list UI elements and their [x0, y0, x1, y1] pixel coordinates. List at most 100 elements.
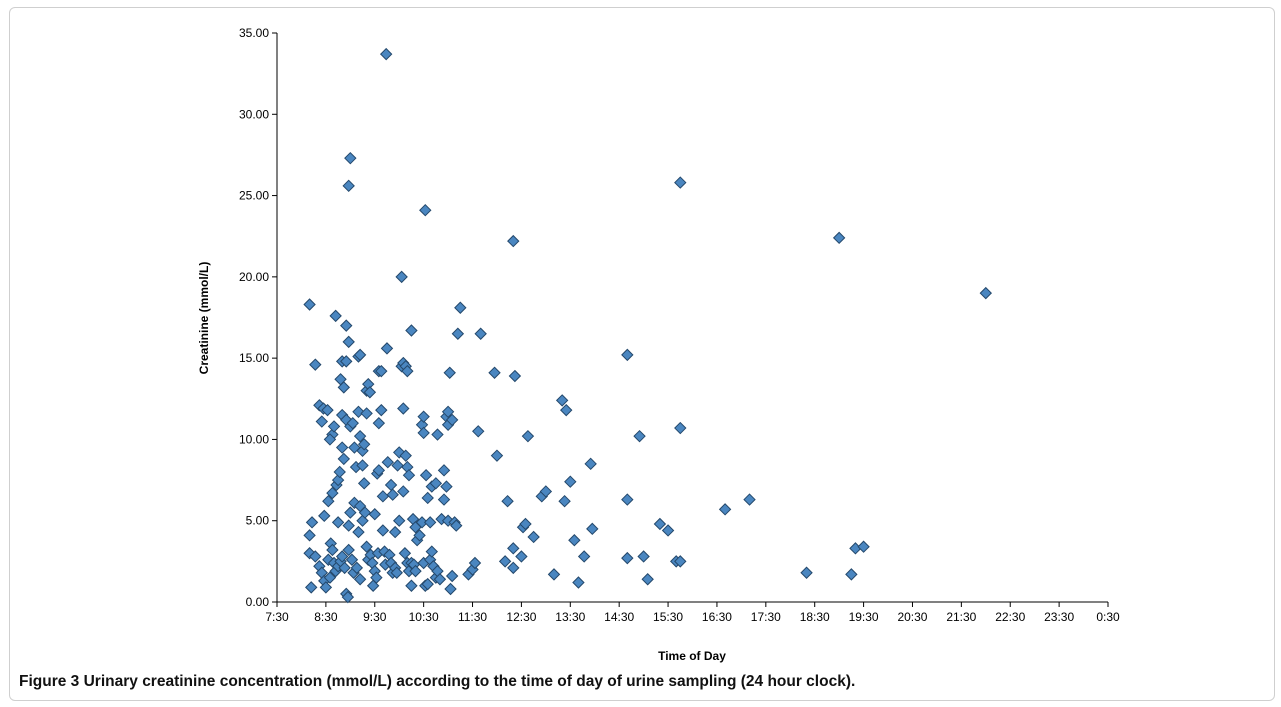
- data-point: [340, 319, 353, 332]
- data-point: [508, 369, 522, 383]
- data-point: [437, 493, 451, 506]
- data-point: [384, 478, 398, 492]
- data-point: [398, 547, 412, 560]
- data-point: [344, 506, 357, 519]
- data-point: [360, 407, 373, 420]
- data-point: [444, 582, 457, 596]
- data-point: [402, 468, 416, 482]
- data-point: [358, 506, 372, 519]
- data-point: [415, 516, 429, 529]
- data-point: [319, 581, 333, 594]
- data-point: [641, 573, 654, 586]
- data-point: [429, 477, 443, 490]
- data-point: [441, 405, 455, 418]
- data-point: [375, 364, 388, 378]
- data-point: [342, 543, 355, 557]
- data-point: [468, 556, 482, 570]
- data-point: [342, 519, 355, 532]
- figure-caption: Figure 3 Urinary creatinine concentratio…: [19, 673, 855, 691]
- data-point: [391, 459, 404, 472]
- data-point: [342, 179, 355, 193]
- x-tick-label: 7:30: [265, 610, 289, 624]
- data-point: [454, 301, 467, 314]
- x-tick-label: 8:30: [314, 610, 338, 624]
- data-point: [425, 545, 439, 558]
- data-point: [832, 231, 846, 245]
- data-point: [346, 416, 359, 430]
- x-ticks: 7:30 8:30 9:30 10:30 11:30 12:30 13:30 14:30 15:…: [265, 602, 1120, 624]
- data-point: [379, 47, 393, 61]
- data-point: [341, 590, 355, 604]
- data-point: [527, 530, 540, 544]
- x-tick-label: 16:30: [702, 610, 732, 624]
- data-point: [335, 550, 349, 563]
- data-point: [515, 550, 528, 563]
- data-point: [353, 429, 367, 443]
- data-point: [423, 516, 437, 529]
- data-point: [337, 381, 351, 394]
- data-point: [405, 579, 418, 592]
- data-point: [342, 335, 355, 349]
- x-tick-label: 18:30: [800, 610, 830, 624]
- data-point: [372, 464, 386, 477]
- data-point: [381, 455, 395, 469]
- data-point: [718, 503, 732, 516]
- x-tick-label: 12:30: [506, 610, 536, 624]
- data-point: [443, 366, 456, 379]
- data-point: [318, 509, 331, 523]
- data-point: [360, 540, 373, 553]
- data-point: [309, 358, 322, 371]
- data-point: [357, 477, 371, 490]
- x-tick-label: 0:30: [1096, 610, 1120, 624]
- data-point: [388, 525, 402, 539]
- x-tick-label: 9:30: [363, 610, 387, 624]
- data-point: [674, 421, 687, 435]
- data-point: [547, 568, 561, 581]
- data-point: [392, 514, 406, 527]
- x-tick-label: 15:30: [653, 610, 683, 624]
- data-point: [401, 364, 414, 378]
- data-point: [564, 475, 577, 488]
- x-tick-label: 20:30: [897, 610, 927, 624]
- y-axis-title: Creatinine (mmol/L): [197, 262, 211, 375]
- x-tick-label: 17:30: [751, 610, 781, 624]
- data-point: [633, 429, 646, 443]
- data-point: [560, 403, 573, 417]
- data-point: [451, 327, 465, 340]
- data-point: [338, 561, 351, 575]
- figure-label: Figure 3: [19, 673, 80, 690]
- data-point: [321, 403, 334, 417]
- data-point: [743, 493, 756, 506]
- data-point: [335, 441, 349, 454]
- data-point: [323, 571, 337, 584]
- data-point: [558, 494, 571, 508]
- data-point: [331, 516, 345, 529]
- data-point: [375, 403, 388, 417]
- data-point: [507, 542, 520, 555]
- data-point: [386, 488, 399, 501]
- data-point: [621, 348, 634, 362]
- data-point: [674, 176, 687, 189]
- data-point: [353, 573, 367, 586]
- figure-caption-text: Urinary creatinine concentration (mmol/L…: [83, 673, 856, 690]
- data-point: [979, 286, 993, 300]
- data-point: [474, 327, 487, 340]
- scatter-chart: 0.00 5.00 10.00 15.00 20.00 25.00 30.00 35.00 7…: [197, 26, 1120, 663]
- x-tick-label: 10:30: [409, 610, 439, 624]
- x-tick-label: 13:30: [555, 610, 585, 624]
- data-point: [315, 415, 329, 428]
- y-tick-label: 5.00: [246, 514, 270, 528]
- data-point: [370, 571, 383, 584]
- data-point: [397, 485, 410, 498]
- data-point: [437, 464, 451, 477]
- data-point: [357, 438, 371, 451]
- y-tick-label: 20.00: [239, 270, 269, 284]
- data-point: [399, 449, 412, 462]
- data-point: [440, 480, 453, 493]
- data-point: [661, 524, 675, 537]
- y-tick-label: 0.00: [246, 595, 270, 609]
- data-point: [337, 452, 351, 466]
- data-point: [309, 550, 322, 563]
- data-point: [674, 555, 687, 568]
- data-point: [507, 561, 520, 575]
